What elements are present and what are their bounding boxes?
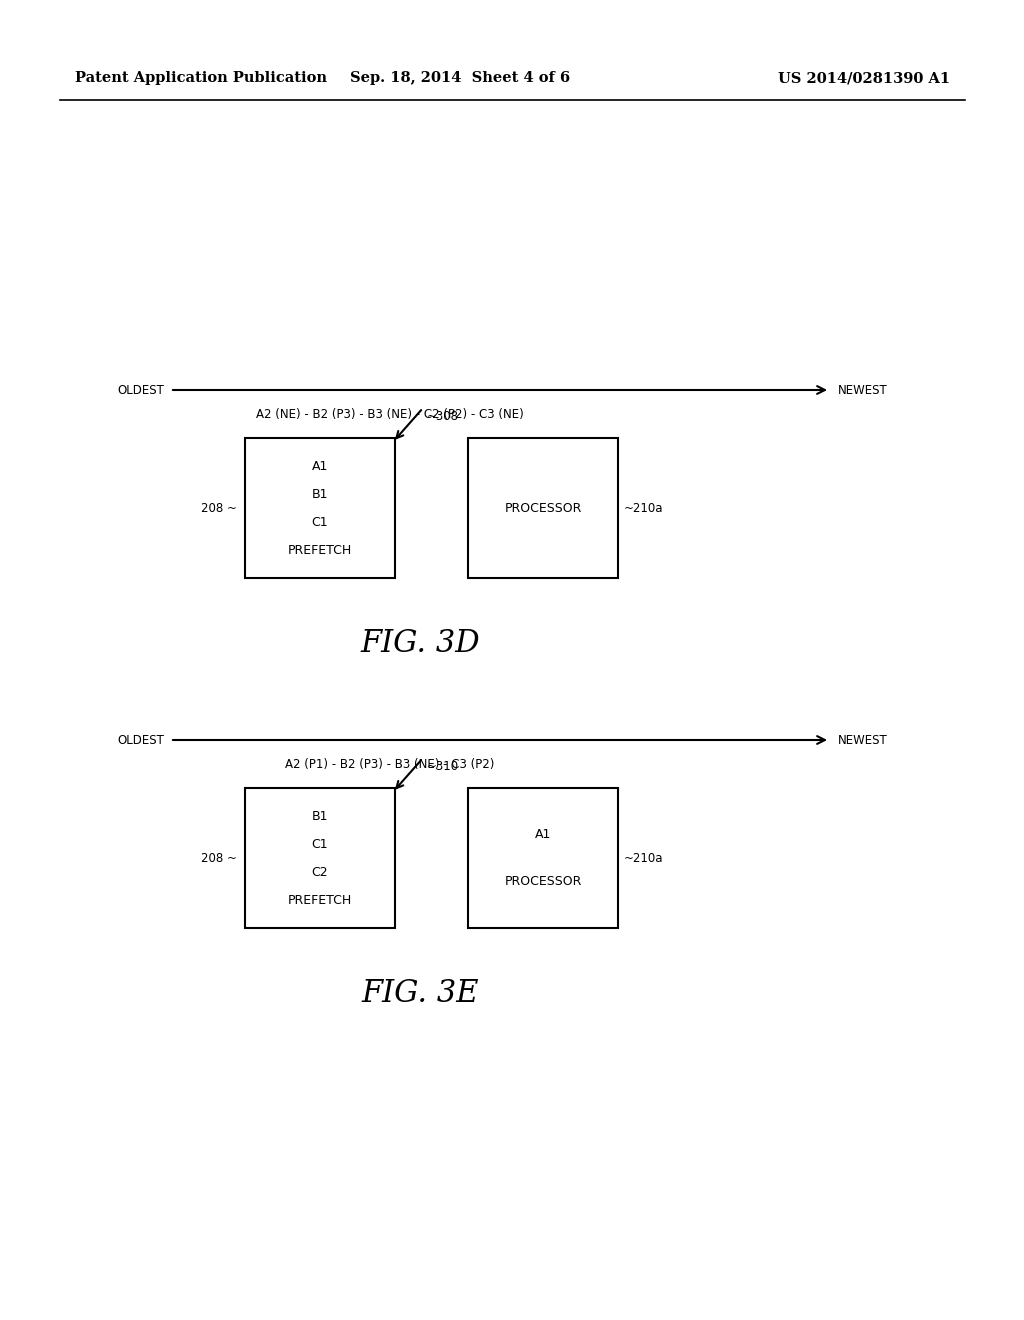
Text: OLDEST: OLDEST bbox=[117, 734, 164, 747]
Text: PROCESSOR: PROCESSOR bbox=[504, 502, 582, 515]
Text: PREFETCH: PREFETCH bbox=[288, 544, 352, 557]
Text: Patent Application Publication: Patent Application Publication bbox=[75, 71, 327, 84]
Text: A1: A1 bbox=[535, 828, 551, 841]
Text: FIG. 3D: FIG. 3D bbox=[360, 627, 480, 659]
Text: PROCESSOR: PROCESSOR bbox=[504, 875, 582, 888]
Text: NEWEST: NEWEST bbox=[838, 384, 888, 396]
Bar bbox=[468, 438, 618, 578]
Text: A1: A1 bbox=[312, 459, 328, 473]
Text: PREFETCH: PREFETCH bbox=[288, 894, 352, 907]
Text: B1: B1 bbox=[311, 487, 329, 500]
Text: 208 ~: 208 ~ bbox=[201, 502, 237, 515]
Text: C2: C2 bbox=[311, 866, 329, 879]
Text: A2 (P1) - B2 (P3) - B3 (NE) - C3 (P2): A2 (P1) - B2 (P3) - B3 (NE) - C3 (P2) bbox=[286, 758, 495, 771]
Text: ~210a: ~210a bbox=[624, 851, 664, 865]
Bar bbox=[245, 788, 395, 928]
Text: OLDEST: OLDEST bbox=[117, 384, 164, 396]
Text: B1: B1 bbox=[311, 809, 329, 822]
Text: C1: C1 bbox=[311, 516, 329, 528]
Text: ~308: ~308 bbox=[427, 411, 459, 422]
Bar bbox=[468, 788, 618, 928]
Text: ~210a: ~210a bbox=[624, 502, 664, 515]
Bar bbox=[245, 438, 395, 578]
Text: ~310: ~310 bbox=[427, 760, 459, 774]
Text: NEWEST: NEWEST bbox=[838, 734, 888, 747]
Text: US 2014/0281390 A1: US 2014/0281390 A1 bbox=[778, 71, 950, 84]
Text: C1: C1 bbox=[311, 837, 329, 850]
Text: FIG. 3E: FIG. 3E bbox=[361, 978, 479, 1008]
Text: Sep. 18, 2014  Sheet 4 of 6: Sep. 18, 2014 Sheet 4 of 6 bbox=[350, 71, 570, 84]
Text: A2 (NE) - B2 (P3) - B3 (NE) - C2 (P2) - C3 (NE): A2 (NE) - B2 (P3) - B3 (NE) - C2 (P2) - … bbox=[256, 408, 524, 421]
Text: 208 ~: 208 ~ bbox=[201, 851, 237, 865]
